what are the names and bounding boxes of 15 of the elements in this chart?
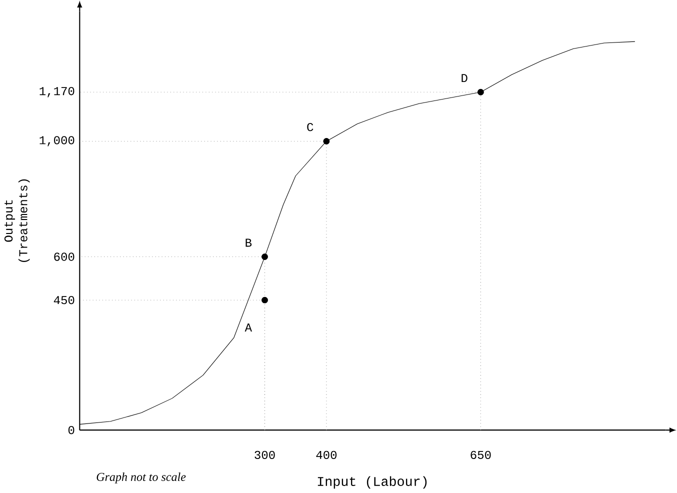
y-tick-label: 600 xyxy=(54,252,74,261)
y-tick-label: 450 xyxy=(54,296,74,304)
annotation: C xyxy=(307,122,314,132)
annotation: D xyxy=(462,74,468,82)
y-tick-label: 1,170 xyxy=(40,86,74,98)
x-tick-label: 650 xyxy=(470,450,491,459)
x-axis-title: Input (Labour) xyxy=(318,476,427,489)
annotation: A xyxy=(244,323,252,332)
annotation: B xyxy=(246,238,252,247)
y-tick-label: 1,000 xyxy=(40,136,74,146)
y-tick-label: 0 xyxy=(68,426,74,434)
text: Graph not to scale xyxy=(96,472,186,484)
y-axis-title: Output (Treatments) xyxy=(4,179,30,262)
x-tick-label: 300 xyxy=(254,450,275,459)
x-tick-label: 400 xyxy=(316,450,337,459)
